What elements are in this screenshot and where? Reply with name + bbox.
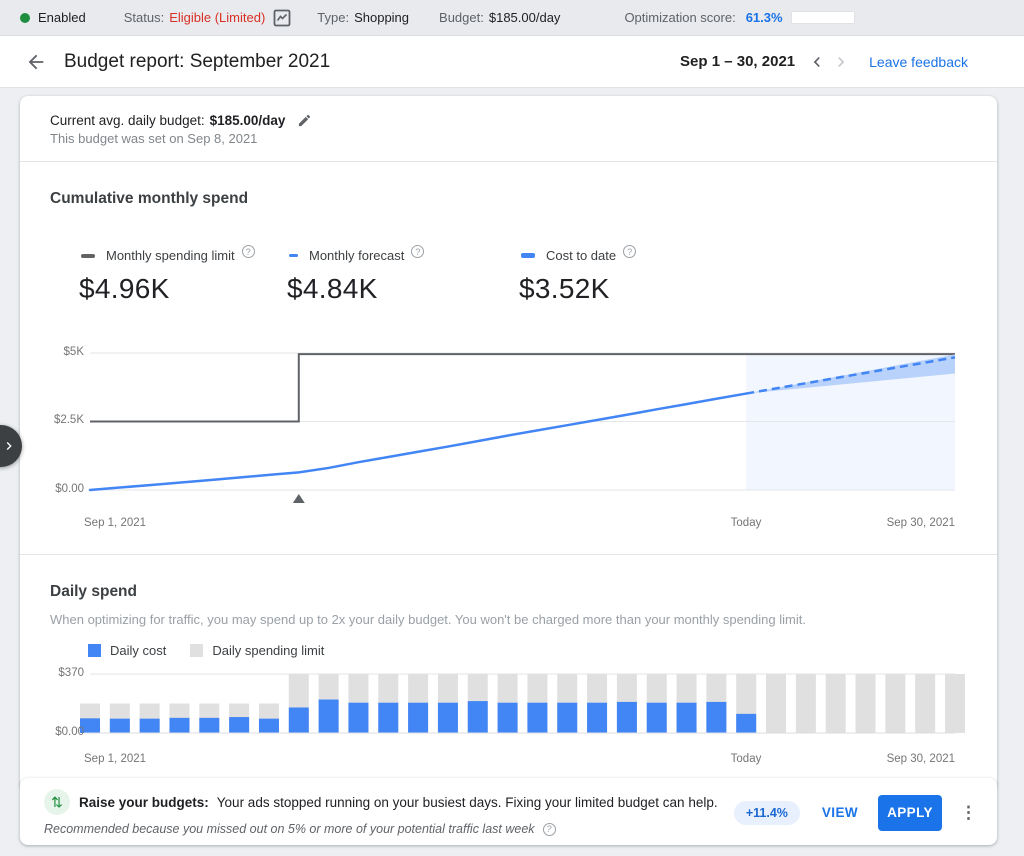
current-budget-value: $185.00/day <box>210 113 286 128</box>
cumulative-ytick-0: $0.00 <box>50 483 84 495</box>
recommendation-text: Your ads stopped running on your busiest… <box>217 795 718 810</box>
forecast-value: $4.84K <box>287 273 521 305</box>
forecast-dash-icon <box>289 254 298 257</box>
cumulative-legend: Monthly spending limit ? $4.96K Monthly … <box>81 248 967 305</box>
optimization-score-bar <box>791 11 855 24</box>
daily-xtick-end: Sep 30, 2021 <box>875 753 955 765</box>
status-value: Eligible (Limited) <box>169 10 265 25</box>
optimization-score-label: Optimization score: <box>624 10 735 25</box>
page-title: Budget report: September 2021 <box>64 51 330 73</box>
cumulative-xtick-start: Sep 1, 2021 <box>84 517 146 529</box>
daily-xtick-start: Sep 1, 2021 <box>84 753 146 765</box>
daily-limit-label: Daily spending limit <box>212 643 324 658</box>
cost-to-date-label: Cost to date <box>546 248 616 263</box>
report-header: Budget report: September 2021 Sep 1 – 30… <box>0 36 1024 88</box>
uplift-badge: +11.4% <box>734 801 800 825</box>
enabled-label: Enabled <box>38 10 86 25</box>
daily-chart-area: $370 $0.00 Sep 1, 2021 Today Sep 30, 202… <box>50 666 967 768</box>
daily-x-axis: Sep 1, 2021 Today Sep 30, 2021 <box>50 753 967 768</box>
status-history-chart-icon[interactable] <box>273 9 291 27</box>
more-options-icon[interactable]: ⋮ <box>956 804 981 821</box>
current-budget-section: Current avg. daily budget: $185.00/day T… <box>20 96 997 161</box>
spending-limit-help-icon[interactable]: ? <box>242 245 255 258</box>
daily-chart <box>50 666 965 741</box>
type-value: Shopping <box>354 10 409 25</box>
recommendation-note: Recommended because you missed out on 5%… <box>44 822 535 836</box>
type-group: Type: Shopping <box>317 10 409 25</box>
budget-report-card: Current avg. daily budget: $185.00/day T… <box>20 96 997 790</box>
recommendation-help-icon[interactable]: ? <box>543 823 556 836</box>
spending-limit-value: $4.96K <box>79 273 289 305</box>
daily-ytick-370: $370 <box>50 667 84 679</box>
recommendation-content: ⇅ Raise your budgets: Your ads stopped r… <box>44 789 734 836</box>
previous-month-chevron-icon[interactable] <box>805 50 829 74</box>
cumulative-ytick-2-5k: $2.5K <box>50 414 84 426</box>
date-range[interactable]: Sep 1 – 30, 2021 <box>680 53 795 70</box>
cumulative-ytick-5k: $5K <box>50 346 84 358</box>
budget-group: Budget: $185.00/day <box>439 10 560 25</box>
forecast-help-icon[interactable]: ? <box>411 245 424 258</box>
optimization-score-group[interactable]: Optimization score: 61.3% <box>624 10 854 25</box>
edit-budget-pencil-icon[interactable] <box>297 113 312 128</box>
cumulative-x-axis: Sep 1, 2021 Today Sep 30, 2021 <box>50 517 967 532</box>
daily-cost-swatch-icon <box>88 644 101 657</box>
cumulative-xtick-today: Today <box>716 517 776 529</box>
daily-spend-section: Daily spend When optimizing for traffic,… <box>20 555 997 790</box>
budget-set-date: This budget was set on Sep 8, 2021 <box>50 131 967 146</box>
cost-to-date-dash-icon <box>521 253 535 258</box>
daily-limit-swatch-icon <box>190 644 203 657</box>
cumulative-chart-area: $5K $2.5K $0.00 Sep 1, 2021 Today Sep 30… <box>50 343 967 532</box>
recommendation-actions: +11.4% VIEW APPLY ⋮ <box>734 795 981 831</box>
cost-to-date-value: $3.52K <box>519 273 636 305</box>
budget-value: $185.00/day <box>489 10 561 25</box>
cost-to-date-help-icon[interactable]: ? <box>623 245 636 258</box>
status-label: Status: <box>124 10 164 25</box>
view-button[interactable]: VIEW <box>822 805 858 820</box>
expand-panel-button[interactable] <box>0 425 22 467</box>
cumulative-spend-section: Cumulative monthly spend Monthly spendin… <box>20 162 997 554</box>
daily-ytick-0: $0.00 <box>50 726 84 738</box>
recommendation-card: ⇅ Raise your budgets: Your ads stopped r… <box>20 778 997 845</box>
daily-cost-label: Daily cost <box>110 643 166 658</box>
cumulative-chart <box>50 343 965 505</box>
spending-limit-dash-icon <box>81 254 95 258</box>
spending-limit-label: Monthly spending limit <box>106 248 235 263</box>
legend-cost-to-date: Cost to date ? $3.52K <box>521 248 636 305</box>
legend-monthly-forecast: Monthly forecast ? $4.84K <box>289 248 521 305</box>
next-month-chevron-icon[interactable] <box>829 50 853 74</box>
current-budget-label: Current avg. daily budget: <box>50 113 205 128</box>
campaign-status-bar: Enabled Status: Eligible (Limited) Type:… <box>0 0 1024 36</box>
type-label: Type: <box>317 10 349 25</box>
enabled-status[interactable]: Enabled <box>20 10 86 25</box>
daily-section-title: Daily spend <box>50 583 967 601</box>
recommendation-title: Raise your budgets: <box>79 795 209 810</box>
daily-description: When optimizing for traffic, you may spe… <box>50 612 967 627</box>
enabled-dot-icon <box>20 13 30 23</box>
budget-label: Budget: <box>439 10 484 25</box>
cumulative-section-title: Cumulative monthly spend <box>50 190 967 208</box>
apply-button[interactable]: APPLY <box>878 795 942 831</box>
daily-xtick-today: Today <box>716 753 776 765</box>
back-arrow-icon[interactable] <box>22 48 50 76</box>
forecast-label: Monthly forecast <box>309 248 404 263</box>
status-group: Status: Eligible (Limited) <box>124 9 292 27</box>
chevron-right-icon <box>1 438 17 454</box>
cumulative-xtick-end: Sep 30, 2021 <box>875 517 955 529</box>
legend-monthly-spending-limit: Monthly spending limit ? $4.96K <box>81 248 289 305</box>
leave-feedback-link[interactable]: Leave feedback <box>869 54 968 70</box>
optimization-score-value: 61.3% <box>746 10 783 25</box>
daily-legend: Daily cost Daily spending limit <box>88 643 967 658</box>
raise-budgets-arrows-icon: ⇅ <box>44 789 70 815</box>
